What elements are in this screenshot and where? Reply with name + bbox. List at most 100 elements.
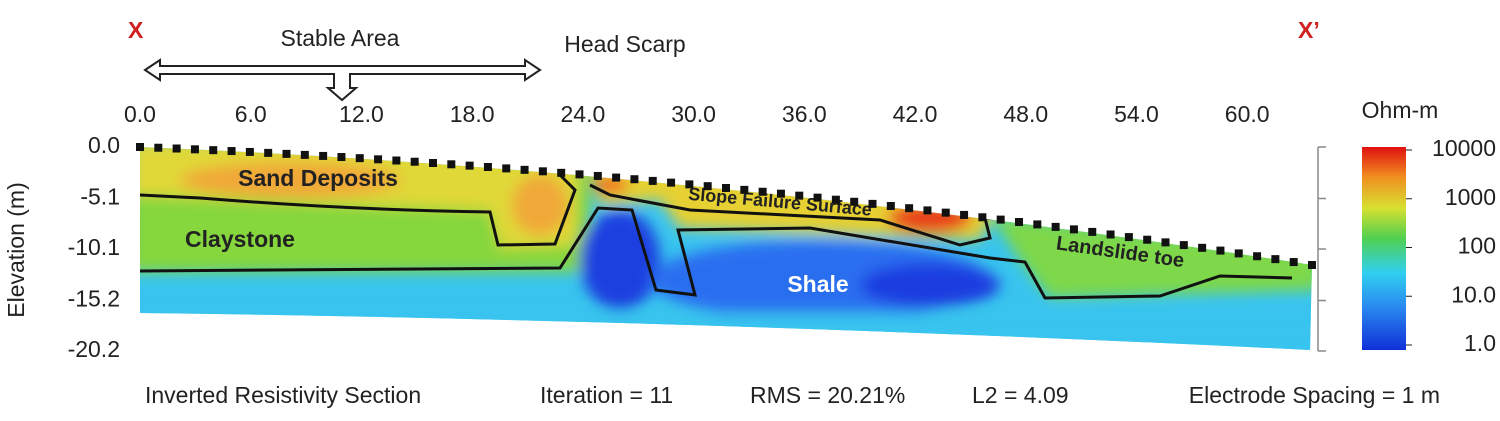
- electrode: [1271, 255, 1280, 264]
- colorbar-tick-label: 100: [1458, 233, 1496, 259]
- electrode: [520, 165, 529, 174]
- annotation: Stable Area: [281, 25, 400, 51]
- electrode: [960, 210, 969, 219]
- electrode: [1124, 233, 1133, 242]
- electrode: [1015, 218, 1023, 226]
- electrode: [667, 178, 676, 187]
- x-tick-label: 48.0: [1003, 101, 1048, 127]
- annotation: Claystone: [185, 226, 295, 252]
- electrode: [758, 187, 767, 196]
- footer: L2 = 4.09: [972, 382, 1069, 408]
- arrow: [143, 58, 542, 102]
- electrode: [795, 191, 804, 200]
- marker: X’: [1298, 17, 1320, 43]
- x-tick-label: 60.0: [1225, 101, 1270, 127]
- y-tick-label: -5.1: [80, 184, 120, 210]
- x-tick-label: 36.0: [782, 101, 827, 127]
- x-tick-label: 54.0: [1114, 101, 1159, 127]
- electrode: [630, 175, 639, 184]
- y-tick-label: 0.0: [88, 132, 120, 158]
- electrode: [996, 215, 1005, 224]
- y-tick-label: -20.2: [68, 336, 120, 362]
- electrode: [1179, 241, 1188, 250]
- electrode: [392, 156, 401, 165]
- colorbar-label: Ohm-m: [1362, 97, 1439, 123]
- y-tick-label: -15.2: [68, 286, 120, 312]
- x-tick-label: 0.0: [124, 101, 156, 127]
- electrode: [1051, 222, 1060, 231]
- electrode: [465, 161, 474, 170]
- electrode: [245, 147, 254, 156]
- x-tick-label: 12.0: [339, 101, 384, 127]
- electrode: [740, 185, 749, 194]
- electrode: [1234, 249, 1243, 258]
- electrode: [923, 206, 932, 215]
- colorbar-tick-label: 10.0: [1451, 281, 1496, 307]
- electrode: [154, 143, 163, 152]
- electrode: [612, 173, 621, 182]
- colorbar-tick-label: 1.0: [1464, 330, 1496, 356]
- electrode: [264, 148, 273, 157]
- electrode: [447, 160, 456, 169]
- electrode: [575, 170, 584, 179]
- electrode: [1106, 230, 1115, 239]
- electrode: [978, 213, 987, 222]
- electrode: [1161, 238, 1170, 247]
- electrode: [190, 145, 199, 154]
- electrode: [172, 144, 181, 153]
- electrode: [355, 154, 364, 163]
- electrode: [886, 202, 895, 211]
- annotation: Shale: [787, 271, 848, 297]
- electrode: [1069, 225, 1078, 234]
- electrode: [502, 164, 511, 173]
- electrode: [136, 143, 144, 151]
- electrode: [410, 157, 419, 166]
- electrode: [813, 193, 822, 202]
- electrode: [831, 195, 840, 204]
- electrode: [648, 176, 657, 185]
- footer: Iteration = 11: [540, 382, 673, 408]
- x-tick-label: 42.0: [893, 101, 938, 127]
- marker: X: [128, 17, 144, 43]
- electrode: [905, 204, 914, 213]
- footer: RMS = 20.21%: [750, 382, 905, 408]
- annotation: Sand Deposits: [238, 165, 398, 191]
- electrode: [941, 208, 950, 217]
- footer: Inverted Resistivity Section: [145, 382, 421, 408]
- electrode: [374, 155, 383, 164]
- electrode: [1216, 246, 1225, 255]
- electrode: [227, 147, 236, 156]
- electrode: [1198, 243, 1207, 252]
- electrode: [483, 163, 492, 172]
- electrode: [593, 171, 602, 180]
- colorbar: [1362, 147, 1406, 350]
- electrode: [300, 150, 309, 159]
- x-tick-label: 24.0: [560, 101, 605, 127]
- electrode: [319, 151, 328, 160]
- electrode: [1289, 258, 1298, 267]
- annotation: Head Scarp: [564, 31, 685, 57]
- electrode: [1143, 235, 1152, 244]
- electrode: [868, 199, 877, 208]
- electrode: [850, 197, 859, 206]
- electrode: [538, 167, 547, 176]
- electrode: [703, 182, 712, 191]
- x-tick-label: 18.0: [450, 101, 495, 127]
- electrode: [337, 153, 346, 162]
- y-tick-label: -10.1: [68, 234, 120, 260]
- electrode: [1033, 220, 1042, 229]
- electrode: [722, 184, 730, 192]
- electrode: [429, 159, 437, 167]
- electrode: [209, 146, 218, 155]
- x-tick-label: 30.0: [671, 101, 716, 127]
- electrode: [557, 168, 566, 177]
- electrode: [1088, 227, 1097, 236]
- x-tick-label: 6.0: [235, 101, 267, 127]
- colorbar-tick-label: 10000: [1432, 135, 1496, 161]
- electrode: [685, 180, 694, 189]
- electrode: [776, 189, 785, 198]
- electrode: [1253, 252, 1262, 261]
- electrode: [1308, 261, 1316, 269]
- colorbar-tick-label: 1000: [1445, 184, 1496, 210]
